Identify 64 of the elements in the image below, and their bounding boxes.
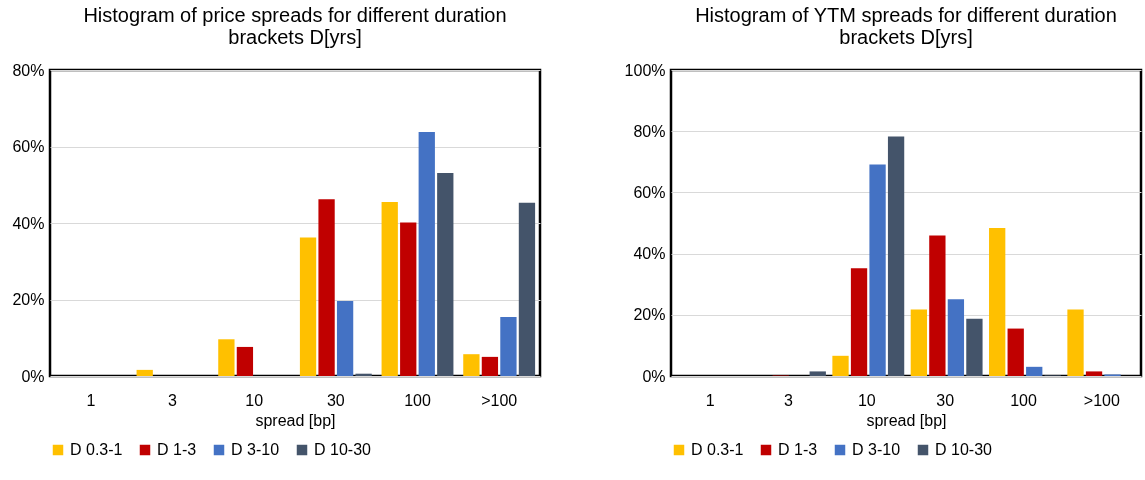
y-tick-label: 40% (633, 245, 666, 263)
bar (463, 354, 480, 376)
bar (218, 339, 235, 376)
bar (1007, 328, 1024, 376)
x-tick-label: 10 (245, 391, 264, 409)
x-tick-label: 30 (326, 391, 345, 409)
bar (518, 202, 536, 376)
y-tick-label: 60% (12, 138, 45, 155)
bar (355, 373, 372, 376)
legend-label: D 1-3 (157, 441, 197, 458)
x-axis-title: spread [bp] (866, 411, 947, 429)
bar (910, 309, 927, 376)
bar (809, 371, 826, 376)
x-tick-label: 3 (168, 391, 178, 409)
bar (136, 369, 153, 376)
bar (832, 355, 849, 376)
legend-label: D 1-3 (778, 441, 818, 458)
y-tick-label: 60% (633, 183, 666, 201)
x-tick-label: 3 (784, 391, 794, 409)
bar (500, 317, 517, 376)
bar (318, 199, 335, 376)
bar (887, 136, 905, 376)
bar (336, 301, 354, 376)
bar (481, 356, 499, 376)
bar (299, 237, 317, 376)
bar (947, 299, 965, 376)
bar (1085, 371, 1103, 376)
x-tick-label: >100 (1083, 391, 1120, 409)
y-tick-label: 20% (633, 306, 666, 324)
x-tick-label: >100 (481, 391, 518, 409)
chart-title: Histogram of price spreads for different duration brackets D[yrs] (83, 4, 507, 48)
bar (400, 222, 417, 376)
bar (1026, 366, 1043, 376)
legend-label: D 10-30 (314, 441, 372, 458)
bar (929, 235, 946, 376)
x-tick-label: 1 (705, 391, 715, 409)
legend-label: D 0.3-1 (70, 441, 123, 458)
y-tick-label: 40% (12, 214, 45, 232)
y-tick-label: 0% (642, 367, 666, 385)
x-tick-label: 10 (857, 391, 876, 409)
legend-label: D 3-10 (852, 441, 901, 458)
legend-label: D 10-30 (935, 441, 993, 458)
x-tick-label: 100 (1010, 391, 1037, 409)
x-axis-title: spread [bp] (255, 411, 336, 429)
bar (989, 227, 1006, 376)
bar (869, 164, 886, 376)
y-tick-label: 80% (633, 122, 666, 140)
legend-label: D 3-10 (231, 441, 280, 458)
bar (381, 201, 398, 376)
x-tick-label: 30 (936, 391, 955, 409)
bar (437, 172, 454, 376)
y-tick-label: 0% (21, 367, 45, 385)
x-tick-label: 1 (86, 391, 96, 409)
chart-title: Histogram of YTM spreads for different duration brackets D[yrs] (695, 4, 1117, 48)
legend-label: D 0.3-1 (691, 441, 744, 458)
x-tick-label: 100 (404, 391, 431, 409)
bar (418, 131, 435, 376)
bar (1067, 309, 1084, 376)
y-tick-label: 80% (12, 61, 45, 79)
y-tick-label: 100% (624, 61, 666, 79)
y-tick-label: 20% (12, 291, 45, 308)
bar (966, 318, 983, 376)
bar (850, 268, 868, 376)
bar (236, 346, 254, 376)
